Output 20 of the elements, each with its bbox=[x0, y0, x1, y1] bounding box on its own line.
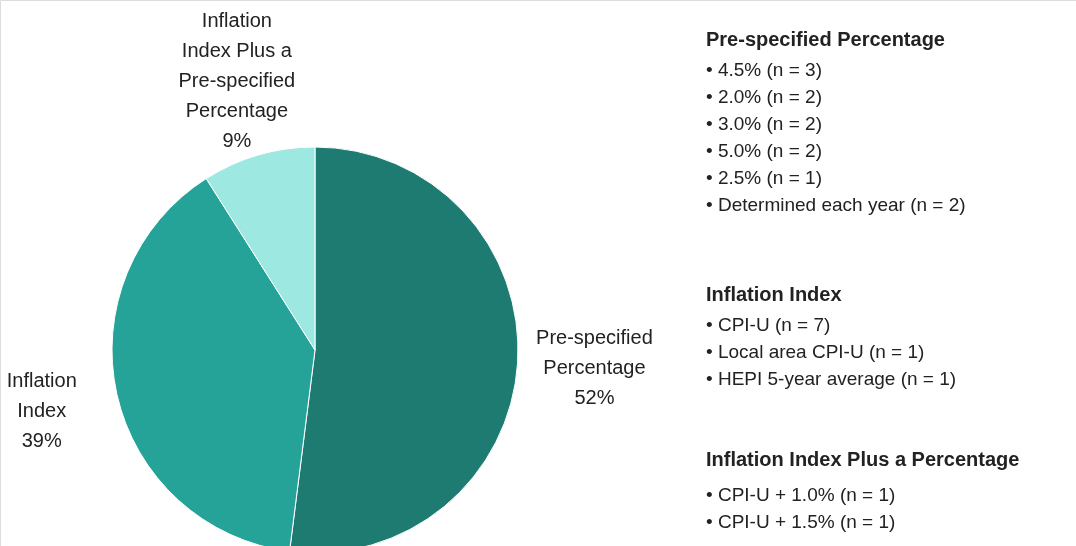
text: • HEPI 5-year average (n = 1) bbox=[706, 368, 957, 389]
text: • CPI-U (n = 7) bbox=[706, 314, 831, 335]
text: • 4.5% (n = 3) bbox=[706, 59, 822, 80]
data-label: 39% bbox=[21, 429, 62, 452]
text: • 2.0% (n = 2) bbox=[706, 86, 822, 107]
data-label: 9% bbox=[222, 129, 252, 152]
text: • 2.5% (n = 1) bbox=[706, 167, 822, 188]
text: • Determined each year (n = 2) bbox=[706, 194, 966, 215]
text: Inflation Index bbox=[706, 283, 842, 305]
text: • CPI-U + 1.0% (n = 1) bbox=[706, 484, 896, 505]
text: • 5.0% (n = 2) bbox=[706, 140, 822, 161]
text: Pre-specified Percentage bbox=[706, 28, 945, 50]
text: • Local area CPI-U (n = 1) bbox=[706, 341, 925, 362]
text: Inflation Index Plus a Percentage bbox=[706, 448, 1020, 470]
slice-label: Inflation Index bbox=[6, 369, 77, 422]
slice-label: Inflation Index Plus a Pre-specified Percentage bbox=[178, 9, 296, 122]
text: • 3.0% (n = 2) bbox=[706, 113, 822, 134]
text: • CPI-U + 1.5% (n = 1) bbox=[706, 511, 896, 532]
slice-label: Pre-specified Percentage bbox=[536, 325, 653, 378]
data-label: 52% bbox=[574, 385, 615, 408]
